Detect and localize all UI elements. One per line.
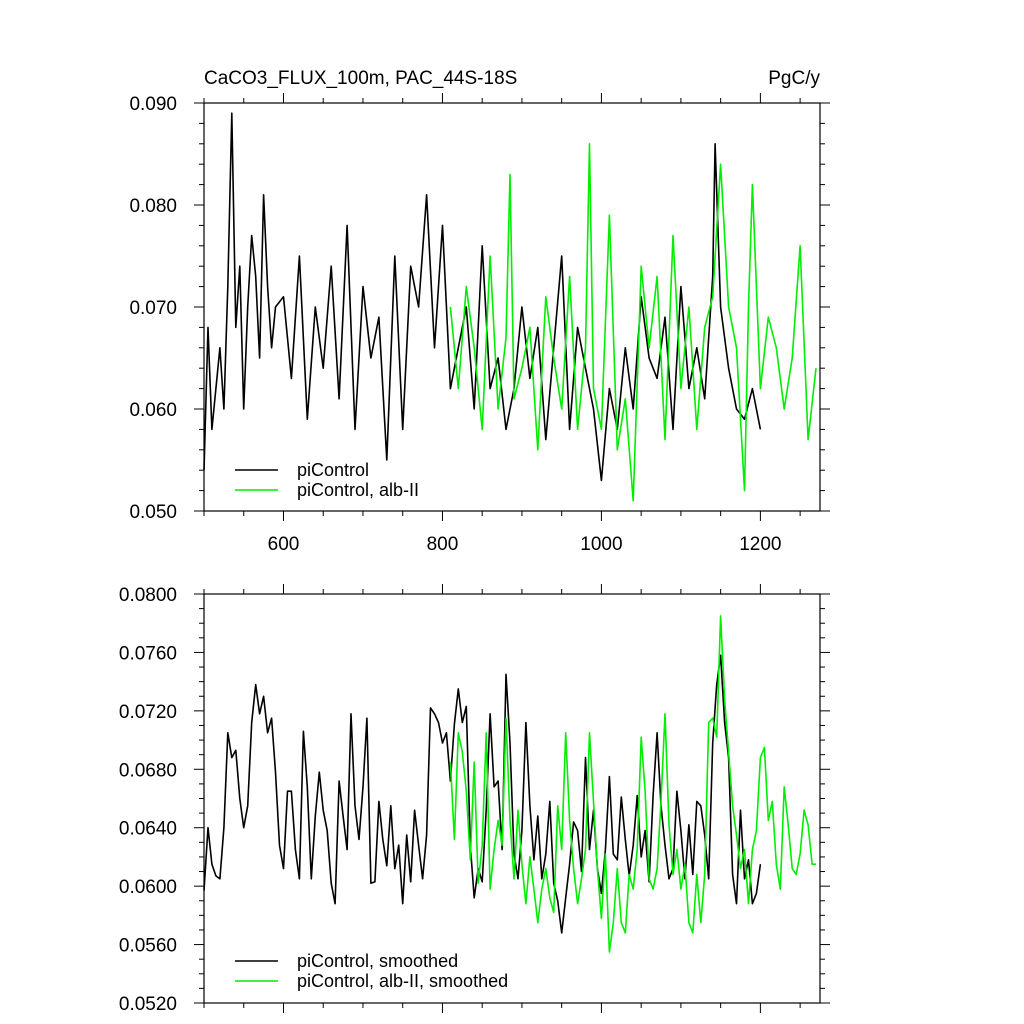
- y-tick-label: 0.090: [129, 94, 177, 115]
- top-plot-panel: 600 800 1000 1200 0.050 0.060 0.070 0.080 0.090 p…: [129, 93, 830, 555]
- y-tick-label: 0.070: [129, 298, 177, 319]
- y-tick-label: 0.0520: [119, 994, 177, 1015]
- legend-label: piControl, smoothed: [297, 951, 458, 971]
- chart-title: CaCO3_FLUX_100m, PAC_44S-18S: [204, 68, 517, 89]
- bottom-plot-panel: 0.0520 0.0560 0.0600 0.0640 0.0680 0.0720 0.07…: [119, 584, 830, 1015]
- y-tick-label: 0.0720: [119, 702, 177, 723]
- series-line-picontrol-alb-ii: [449, 143, 817, 502]
- y-tick-label: 0.0760: [119, 643, 177, 664]
- y-tick-label: 0.0600: [119, 877, 177, 898]
- x-tick-label: 1200: [739, 534, 781, 555]
- series-line-picontrol: [203, 654, 762, 934]
- legend-label: piControl, alb-II, smoothed: [297, 971, 508, 991]
- y-tick-label: 0.050: [129, 502, 177, 523]
- legend-label: piControl, alb-II: [297, 480, 419, 500]
- y-tick-label: 0.0640: [119, 819, 177, 840]
- series-line-picontrol-alb-ii: [449, 615, 816, 953]
- legend-label: piControl: [297, 460, 369, 480]
- x-tick-label: 600: [268, 534, 300, 555]
- y-tick-label: 0.060: [129, 400, 177, 421]
- y-tick-label: 0.080: [129, 196, 177, 217]
- y-tick-label: 0.0800: [119, 585, 177, 606]
- y-tick-label: 0.0680: [119, 760, 177, 781]
- y-tick-label: 0.0560: [119, 936, 177, 957]
- x-tick-label: 800: [427, 534, 459, 555]
- series-line-picontrol: [203, 112, 762, 482]
- units-label: PgC/y: [768, 68, 820, 89]
- x-tick-label: 1000: [580, 534, 622, 555]
